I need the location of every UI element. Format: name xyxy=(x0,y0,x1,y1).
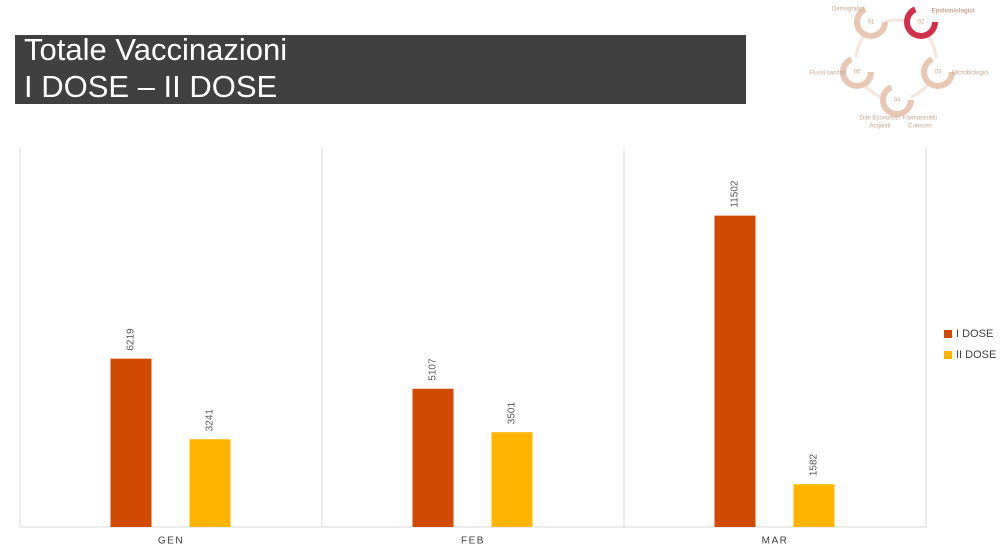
diagram-label: Microbiologici xyxy=(952,71,988,77)
title-box xyxy=(15,35,746,104)
x-tick-label: FEB xyxy=(461,536,485,547)
diagram-label: Demografici xyxy=(832,7,864,13)
diagram-label: Flussi sanitari xyxy=(809,71,846,77)
x-tick-label: MAR xyxy=(762,536,789,547)
data-label: 5107 xyxy=(428,358,439,381)
data-label: 3241 xyxy=(205,409,216,432)
diagram-label: Farmaceutici xyxy=(903,116,937,122)
data-label: 1582 xyxy=(809,453,820,476)
diagram-number: 01 xyxy=(868,20,875,26)
diagram-label: Acquisti xyxy=(869,124,890,130)
bar xyxy=(491,432,533,527)
legend-label: I DOSE xyxy=(956,328,993,340)
legend-label: II DOSE xyxy=(956,349,996,361)
diagram-node xyxy=(904,5,938,39)
diagram-node xyxy=(840,55,874,89)
diagram-node xyxy=(880,83,914,117)
diagram-number: 04 xyxy=(894,98,901,104)
diagram-node xyxy=(854,5,888,39)
data-label: 11502 xyxy=(730,180,741,208)
diagram-label: Epidemiologici xyxy=(932,9,975,15)
diagram-label: Dati Economici xyxy=(860,116,900,122)
legend-swatch xyxy=(944,330,952,338)
bar xyxy=(793,484,835,527)
diagram-number: 02 xyxy=(918,20,925,26)
chart-title: Totale Vaccinazioni xyxy=(24,32,287,67)
bar xyxy=(189,439,231,527)
diagram-number: 05 xyxy=(854,70,861,76)
bar xyxy=(110,358,152,527)
x-tick-label: GEN xyxy=(158,536,184,547)
diagram-node xyxy=(921,55,955,89)
data-label: 6219 xyxy=(126,328,137,351)
bar xyxy=(714,215,756,527)
bar xyxy=(412,388,454,527)
data-label: 3501 xyxy=(507,402,518,425)
diagram-number: 03 xyxy=(935,70,942,76)
legend-swatch xyxy=(944,351,952,359)
chart-subtitle: I DOSE – II DOSE xyxy=(24,69,277,104)
diagram-label: Consumi xyxy=(908,124,932,130)
